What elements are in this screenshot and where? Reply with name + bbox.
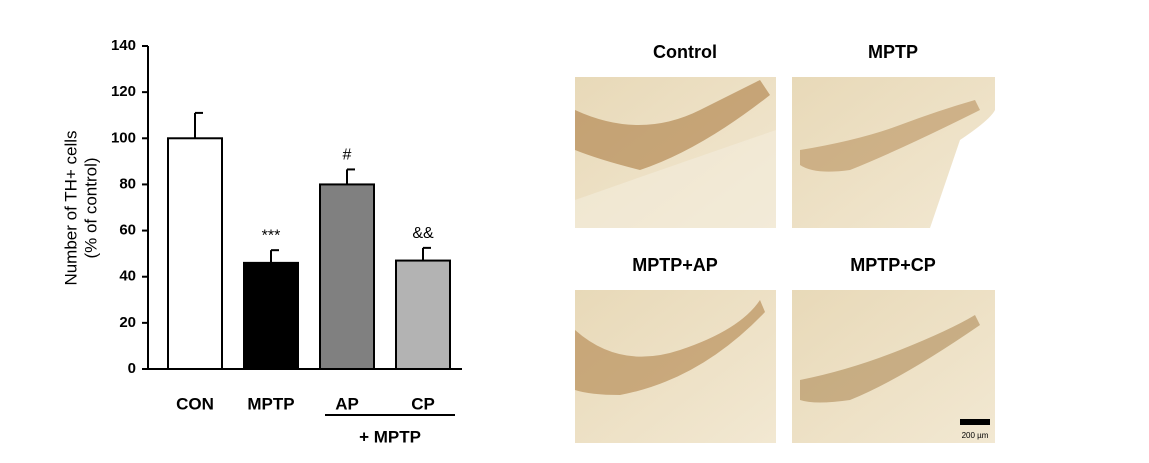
y-tick-label: 100 [111,129,136,146]
panel-title: MPTP+AP [632,255,718,275]
y-tick-label: 40 [119,268,136,285]
x-tick-label: AP [335,394,359,413]
bar [319,183,375,370]
y-tick-label: 60 [119,222,136,239]
y-tick-label: 0 [128,360,136,377]
x-tick-label: CON [176,394,214,413]
y-tick-label: 80 [119,175,136,192]
y-tick-label: 20 [119,314,136,331]
group-label: + MPTP [359,427,421,446]
panel-mptp-ap [575,290,776,443]
bar-label: # [343,147,352,164]
y-tick-label: 120 [111,83,136,100]
scale-bar-label: 200 µm [962,431,989,440]
bar-label: && [412,225,434,242]
y-tick-label: 140 [111,37,136,54]
panel-mptp-cp [792,290,995,443]
x-tick-label: CP [411,394,435,413]
bar-label: *** [262,227,281,244]
bar [243,261,299,370]
bar [395,259,451,371]
panel-mptp [792,77,995,228]
y-axis-label: Number of TH+ cells [61,130,80,285]
panel-title: MPTP+CP [850,255,936,275]
bar [167,137,223,370]
x-tick-label: MPTP [247,394,294,413]
panel-control [575,77,776,228]
panel-title: Control [653,42,717,62]
panel-title: MPTP [868,42,918,62]
y-axis-label: (% of control) [81,157,100,258]
micrographs [575,77,995,443]
